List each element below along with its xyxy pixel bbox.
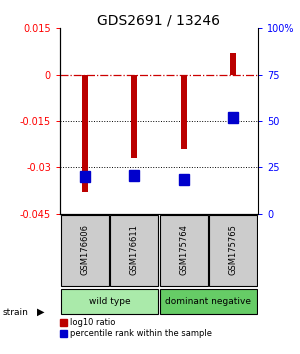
FancyBboxPatch shape [209,215,257,286]
Bar [129,170,139,181]
Text: GSM176606: GSM176606 [80,224,89,275]
Text: wild type: wild type [89,297,130,306]
FancyBboxPatch shape [160,289,257,314]
Bar [230,53,236,75]
Bar [131,75,137,158]
FancyBboxPatch shape [160,215,208,286]
Text: GSM176611: GSM176611 [130,224,139,275]
Bar [181,75,187,149]
FancyBboxPatch shape [61,215,109,286]
Bar [228,112,238,123]
Text: GSM175765: GSM175765 [229,224,238,275]
Text: GSM175764: GSM175764 [179,224,188,275]
Text: strain: strain [3,308,29,317]
Text: dominant negative: dominant negative [166,297,251,306]
Bar [179,174,189,185]
Title: GDS2691 / 13246: GDS2691 / 13246 [98,13,220,27]
Bar [82,75,88,192]
Bar [80,171,90,182]
Legend: log10 ratio, percentile rank within the sample: log10 ratio, percentile rank within the … [60,318,212,338]
FancyBboxPatch shape [61,289,158,314]
FancyBboxPatch shape [110,215,158,286]
Text: ▶: ▶ [37,307,44,317]
